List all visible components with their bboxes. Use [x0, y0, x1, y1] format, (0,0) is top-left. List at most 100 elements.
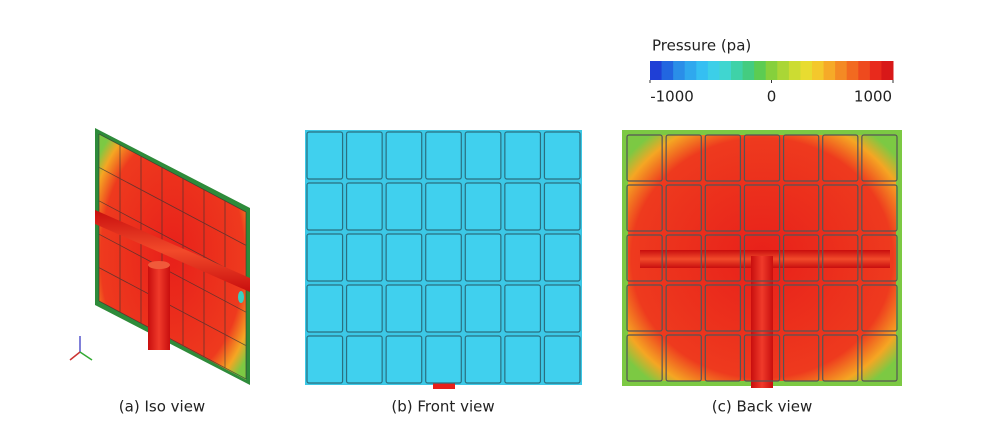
panel-cell: [504, 284, 542, 333]
panel-cell: [306, 233, 344, 282]
colorbar-swatch: [731, 61, 744, 80]
panel-cell: [543, 182, 581, 231]
panel-cell: [306, 131, 344, 180]
colorbar-swatch: [881, 61, 894, 80]
panel-cell: [665, 284, 702, 332]
panel-edge: [98, 133, 247, 213]
panel-cell: [626, 284, 663, 332]
panel-cell: [861, 334, 898, 382]
panel-cell: [464, 131, 502, 180]
iso-view-image: [69, 128, 250, 385]
panel-cell: [425, 131, 462, 180]
panel-cell: [543, 233, 581, 282]
panel-cell: [704, 184, 742, 232]
panel-cell: [543, 131, 581, 180]
panel-cell: [822, 234, 859, 282]
panel-cell: [504, 233, 542, 282]
panel-cell: [425, 335, 462, 384]
panel-cell: [861, 234, 898, 282]
colorbar-swatch: [707, 61, 720, 80]
panel-cell: [822, 334, 859, 382]
panel-cell: [665, 334, 702, 382]
panel-cell: [782, 134, 820, 182]
colorbar-tick-label: -1000: [650, 88, 694, 106]
panel-cell: [345, 284, 383, 333]
colorbar-tick-label: 0: [767, 88, 777, 106]
panel-cell: [504, 182, 542, 231]
panel-cell: [861, 184, 898, 232]
front-view-image: [305, 130, 582, 389]
panel-cell: [743, 184, 781, 232]
colorbar: -1000 0 1000: [649, 61, 894, 106]
panel-cell: [782, 284, 820, 332]
panel-cell: [385, 131, 423, 180]
panel-cell: [743, 134, 781, 182]
back-view-image: [622, 130, 902, 388]
panel-edge: [98, 300, 247, 380]
panel-cell: [425, 284, 462, 333]
panel-cell: [782, 334, 820, 382]
panel-cell: [504, 335, 542, 384]
colorbar-swatch: [684, 61, 697, 80]
panel-edge: [98, 167, 247, 246]
panel-edge: [98, 267, 247, 346]
panel-cell: [743, 334, 781, 382]
panel-cell: [704, 284, 742, 332]
panel-cell: [425, 182, 462, 231]
panel-cell: [665, 134, 702, 182]
panel-cell: [782, 234, 820, 282]
panel-cell: [543, 284, 581, 333]
panel-cell: [861, 134, 898, 182]
colorbar-swatch: [777, 61, 790, 80]
colorbar-swatch: [742, 61, 755, 80]
panel-cell: [822, 134, 859, 182]
panel-cell: [704, 234, 742, 282]
panel-cell: [704, 134, 742, 182]
colorbar-swatch: [719, 61, 732, 80]
colorbar-swatch: [696, 61, 709, 80]
panel-cell: [345, 131, 383, 180]
colorbar-swatch: [650, 61, 663, 80]
panel-edge: [98, 233, 247, 313]
colorbar-tick-label: 1000: [854, 88, 892, 106]
panel-cell: [782, 184, 820, 232]
colorbar-swatch: [788, 61, 801, 80]
panel-cell: [345, 182, 383, 231]
panel-cell: [704, 334, 742, 382]
panel-cell: [543, 335, 581, 384]
panel-cell: [626, 134, 663, 182]
panel-cell: [861, 284, 898, 332]
colorbar-swatch: [869, 61, 882, 80]
panel-cell: [464, 182, 502, 231]
panel-cell: [345, 233, 383, 282]
colorbar-title: Pressure (pa): [652, 37, 751, 55]
panel-cell: [425, 233, 462, 282]
colorbar-swatch: [765, 61, 778, 80]
caption: (a) Iso view: [119, 398, 205, 416]
colorbar-swatch: [812, 61, 825, 80]
panel-cell: [306, 284, 344, 333]
panel-cell: [464, 284, 502, 333]
panel-cell: [626, 234, 663, 282]
colorbar-swatch: [823, 61, 836, 80]
panel-cell: [743, 234, 781, 282]
panel-cell: [822, 284, 859, 332]
panel-cell: [743, 284, 781, 332]
panel-cell: [822, 184, 859, 232]
panel-cell: [665, 184, 702, 232]
panel-cell: [345, 335, 383, 384]
panel-cell: [385, 182, 423, 231]
colorbar-swatch: [661, 61, 674, 80]
panel-cell: [385, 335, 423, 384]
colorbar-swatch: [835, 61, 848, 80]
colorbar-swatch: [846, 61, 859, 80]
caption: (b) Front view: [391, 398, 494, 416]
panel-cell: [626, 184, 663, 232]
panel-cell: [504, 131, 542, 180]
colorbar-swatch: [858, 61, 871, 80]
panel-cell: [306, 182, 344, 231]
panel-cell: [464, 335, 502, 384]
colorbar-swatch: [673, 61, 686, 80]
panel-cell: [464, 233, 502, 282]
